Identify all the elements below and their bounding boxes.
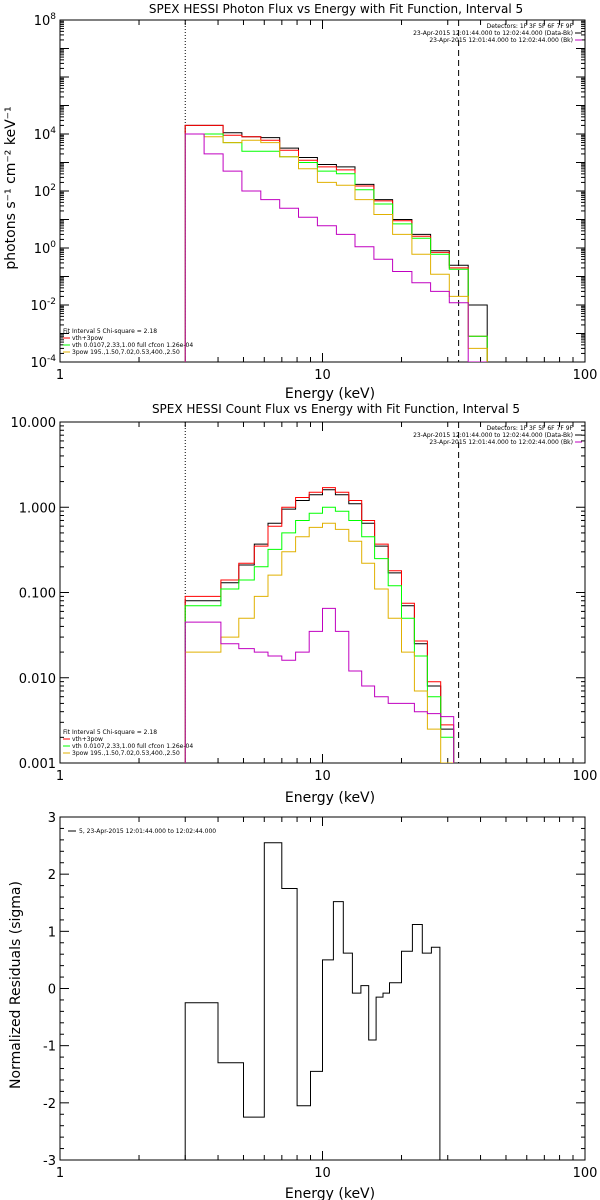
- series-0-histogram: [184, 489, 455, 763]
- series-1-histogram: [184, 487, 455, 763]
- y-tick-label: 0.100: [19, 587, 56, 602]
- y-tick-label: 0.010: [19, 672, 56, 687]
- y-tick-label: 10.000: [11, 416, 57, 431]
- plot-frame: [59, 421, 586, 764]
- legend-bottom-entry: 3pow 195.,1.50,7.02,0.53,400.,2.50: [72, 349, 180, 356]
- series-group: [184, 842, 460, 1160]
- legend-top-entry: 23-Apr-2015 12:01:44.000 to 12:02:44.000…: [413, 432, 573, 439]
- legend-resid-entry: 5, 23-Apr-2015 12:01:44.000 to 12:02:44.…: [79, 828, 216, 835]
- count-flux-title: SPEX HESSI Count Flux vs Energy with Fit…: [152, 402, 520, 416]
- y-tick-exponent: 8: [50, 12, 56, 22]
- photon-flux-ylabel: photons s⁻¹ cm⁻² keV⁻¹: [3, 106, 19, 269]
- y-tick-label: 0.001: [19, 757, 56, 772]
- y-tick-exponent: -4: [47, 354, 56, 364]
- residuals-ylabel: Normalized Residuals (sigma): [8, 881, 24, 1089]
- photon-flux-xlabel: Energy (keV): [285, 386, 375, 402]
- y-tick-label: 3: [48, 811, 56, 826]
- x-tick-label: 100: [573, 368, 598, 383]
- y-tick-label: 104: [34, 126, 57, 143]
- x-tick-label: 1: [56, 368, 64, 383]
- series-0-histogram: [184, 842, 460, 1160]
- legend-bottom-entry: vth+3pow: [72, 335, 103, 342]
- legend-bottom-entry: vth+3pow: [72, 736, 103, 743]
- x-tick-label: 10: [314, 368, 331, 383]
- series-group: [184, 487, 455, 763]
- y-tick-label: -3: [43, 1154, 56, 1169]
- y-tick-label: 2: [48, 868, 56, 883]
- y-tick-label: 102: [34, 183, 56, 200]
- series-2-histogram: [184, 133, 488, 362]
- y-tick-exponent: 4: [50, 126, 56, 136]
- y-tick-mantissa: 10: [34, 128, 51, 143]
- residuals-xlabel: Energy (keV): [285, 1186, 375, 1200]
- y-tick-label: 0: [48, 983, 56, 998]
- legend-top-entry: 23-Apr-2015 12:01:44.000 to 12:02:44.000…: [429, 439, 573, 446]
- legend-top-entry: 23-Apr-2015 12:01:44.000 to 12:02:44.000…: [429, 37, 573, 44]
- y-tick-label: 1: [48, 925, 56, 940]
- legend-top-entry: Detectors: 1F 3F 5F 6F 7F 9F: [487, 425, 574, 432]
- residuals-panel: Energy (keV) Normalized Residuals (sigma…: [8, 811, 597, 1200]
- legend-bottom-entry: vth 0.0107,2.33,1.00 full cfcon 1.26e-04: [72, 743, 193, 750]
- count-flux-xlabel: Energy (keV): [285, 790, 375, 806]
- y-tick-mantissa: 10: [34, 14, 51, 29]
- y-tick-label: 1.000: [19, 501, 56, 516]
- legend-top-entry: 23-Apr-2015 12:01:44.000 to 12:02:44.000…: [413, 30, 573, 37]
- series-3-histogram: [184, 133, 488, 362]
- x-tick-label: 1: [56, 769, 64, 784]
- plot-frame: [59, 19, 586, 363]
- count-flux-panel: SPEX HESSI Count Flux vs Energy with Fit…: [11, 402, 598, 806]
- x-tick-label: 1: [56, 1166, 64, 1181]
- y-tick-label: -1: [43, 1040, 56, 1055]
- y-tick-label: -2: [43, 1097, 56, 1112]
- legend-bottom-entry: Fit Interval 5 Chi-square = 2.18: [63, 328, 157, 335]
- legend-top-entry: Detectors: 1F 3F 5F 6F 7F 9F: [487, 23, 574, 30]
- series-4-histogram: [184, 133, 488, 362]
- y-tick-label: 100: [34, 240, 57, 257]
- legend-bottom-entry: 3pow 195.,1.50,7.02,0.53,400.,2.50: [72, 750, 180, 757]
- photon-flux-title: SPEX HESSI Photon Flux vs Energy with Fi…: [149, 2, 523, 16]
- legend-bottom-entry: vth 0.0107,2.33,1.00 full cfcon 1.26e-04: [72, 342, 193, 349]
- x-tick-label: 100: [573, 1166, 598, 1181]
- y-tick-mantissa: 10: [30, 299, 47, 314]
- y-tick-exponent: -2: [47, 297, 56, 307]
- y-tick-label: 108: [34, 12, 57, 29]
- series-2-histogram: [184, 506, 455, 763]
- series-3-histogram: [184, 522, 454, 763]
- series-4-histogram: [184, 607, 455, 763]
- y-tick-exponent: 0: [50, 240, 56, 250]
- y-tick-mantissa: 10: [34, 185, 51, 200]
- x-tick-label: 100: [573, 769, 598, 784]
- y-tick-label: 10-4: [30, 354, 56, 371]
- y-tick-label: 10-2: [30, 297, 56, 314]
- series-group: [184, 124, 488, 362]
- series-0-histogram: [184, 124, 488, 362]
- x-tick-label: 10: [314, 1166, 331, 1181]
- legend-bottom-entry: Fit Interval 5 Chi-square = 2.18: [63, 729, 157, 736]
- y-tick-mantissa: 10: [30, 356, 47, 371]
- photon-flux-panel: SPEX HESSI Photon Flux vs Energy with Fi…: [3, 2, 597, 402]
- series-1-histogram: [184, 124, 488, 362]
- x-tick-label: 10: [314, 769, 331, 784]
- y-tick-mantissa: 10: [34, 242, 51, 257]
- y-tick-exponent: 2: [50, 183, 56, 193]
